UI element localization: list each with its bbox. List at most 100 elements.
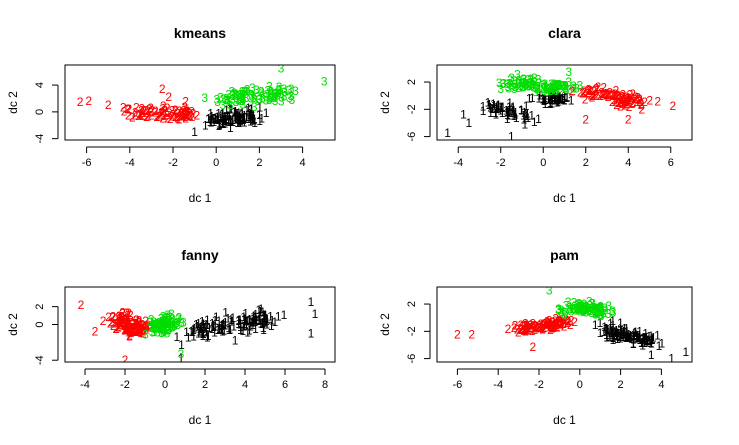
data-point-cluster-3: 3 — [553, 78, 560, 92]
data-point-cluster-3: 3 — [164, 327, 171, 341]
data-point-cluster-1: 1 — [308, 295, 315, 309]
data-point-cluster-1: 1 — [219, 107, 226, 121]
data-point-cluster-1: 1 — [261, 311, 268, 325]
data-point-cluster-3: 3 — [609, 304, 616, 318]
data-point-cluster-2: 2 — [119, 311, 126, 325]
data-point-cluster-2: 2 — [586, 83, 593, 97]
data-point-cluster-1: 1 — [618, 323, 625, 337]
data-point-cluster-2: 2 — [186, 106, 193, 120]
data-point-cluster-1: 1 — [627, 328, 634, 342]
data-point-cluster-3: 3 — [164, 317, 171, 331]
data-point-cluster-2: 2 — [525, 321, 532, 335]
data-point-cluster-3: 3 — [565, 295, 572, 309]
data-point-cluster-1: 1 — [641, 333, 648, 347]
data-point-cluster-3: 3 — [592, 305, 599, 319]
data-point-cluster-2: 2 — [162, 103, 169, 117]
data-point-cluster-2: 2 — [125, 321, 132, 335]
data-point-cluster-1: 1 — [226, 109, 233, 123]
data-point-cluster-2: 2 — [540, 318, 547, 332]
data-point-cluster-1: 1 — [223, 103, 230, 117]
data-point-cluster-1: 1 — [504, 105, 511, 119]
data-point-cluster-1: 1 — [199, 326, 206, 340]
data-point-cluster-3: 3 — [596, 305, 603, 319]
data-point-cluster-2: 2 — [138, 321, 145, 335]
data-point-cluster-3: 3 — [256, 93, 263, 107]
data-point-cluster-3: 3 — [266, 79, 273, 93]
data-point-cluster-3: 3 — [235, 93, 242, 107]
data-point-cluster-2: 2 — [128, 326, 135, 340]
data-point-cluster-2: 2 — [521, 319, 528, 333]
data-point-cluster-2: 2 — [115, 315, 122, 329]
data-point-cluster-2: 2 — [159, 112, 166, 126]
data-point-cluster-1: 1 — [633, 328, 640, 342]
data-point-cluster-3: 3 — [170, 316, 177, 330]
data-point-cluster-3: 3 — [550, 82, 557, 96]
data-point-cluster-2: 2 — [130, 325, 137, 339]
data-point-cluster-2: 2 — [105, 98, 112, 112]
data-point-cluster-3: 3 — [272, 94, 279, 108]
data-point-cluster-1: 1 — [246, 112, 253, 126]
data-point-cluster-3: 3 — [286, 91, 293, 105]
x-tick-label: 0 — [162, 379, 168, 391]
data-point-cluster-1: 1 — [492, 106, 499, 120]
data-point-cluster-2: 2 — [121, 319, 128, 333]
data-point-cluster-2: 2 — [536, 320, 543, 334]
data-point-cluster-2: 2 — [145, 109, 152, 123]
data-point-cluster-1: 1 — [511, 107, 518, 121]
data-point-cluster-1: 1 — [235, 313, 242, 327]
data-point-cluster-2: 2 — [563, 313, 570, 327]
data-point-cluster-2: 2 — [137, 107, 144, 121]
data-point-cluster-2: 2 — [603, 88, 610, 102]
data-point-cluster-1: 1 — [237, 114, 244, 128]
data-point-cluster-2: 2 — [559, 317, 566, 331]
data-point-cluster-1: 1 — [487, 106, 494, 120]
data-point-cluster-3: 3 — [581, 297, 588, 311]
data-point-cluster-3: 3 — [578, 301, 585, 315]
data-point-cluster-2: 2 — [556, 314, 563, 328]
data-point-cluster-1: 1 — [228, 313, 235, 327]
data-point-cluster-3: 3 — [158, 317, 165, 331]
data-point-cluster-1: 1 — [237, 323, 244, 337]
data-point-cluster-2: 2 — [522, 323, 529, 337]
plot-frame — [436, 64, 693, 141]
data-point-cluster-2: 2 — [182, 108, 189, 122]
data-point-cluster-3: 3 — [568, 304, 575, 318]
data-point-cluster-1: 1 — [620, 330, 627, 344]
data-point-cluster-1: 1 — [194, 319, 201, 333]
data-point-cluster-1: 1 — [640, 330, 647, 344]
data-point-cluster-1: 1 — [525, 111, 532, 125]
data-point-cluster-1: 1 — [196, 324, 203, 338]
data-point-cluster-3: 3 — [552, 79, 559, 93]
data-point-cluster-2: 2 — [552, 314, 559, 328]
data-point-cluster-2: 2 — [125, 306, 132, 320]
data-point-cluster-2: 2 — [614, 89, 621, 103]
data-point-cluster-1: 1 — [604, 323, 611, 337]
data-point-cluster-1: 1 — [630, 328, 637, 342]
data-point-cluster-2: 2 — [123, 322, 130, 336]
data-point-cluster-2: 2 — [128, 321, 135, 335]
data-point-cluster-2: 2 — [619, 97, 626, 111]
x-tick-label: 2 — [583, 157, 589, 169]
data-point-cluster-2: 2 — [617, 100, 624, 114]
data-point-cluster-3: 3 — [238, 89, 245, 103]
data-point-cluster-3: 3 — [225, 94, 232, 108]
data-point-cluster-1: 1 — [264, 312, 271, 326]
data-point-cluster-3: 3 — [276, 80, 283, 94]
data-point-cluster-3: 3 — [281, 90, 288, 104]
data-point-cluster-3: 3 — [528, 72, 535, 86]
data-point-cluster-3: 3 — [156, 321, 163, 335]
data-point-cluster-3: 3 — [522, 77, 529, 91]
data-point-cluster-1: 1 — [251, 314, 258, 328]
data-point-cluster-2: 2 — [629, 96, 636, 110]
data-point-cluster-2: 2 — [164, 101, 171, 115]
data-point-cluster-2: 2 — [135, 109, 142, 123]
data-point-cluster-2: 2 — [522, 323, 529, 337]
data-point-cluster-3: 3 — [574, 302, 581, 316]
data-point-cluster-2: 2 — [100, 314, 107, 328]
data-point-cluster-1: 1 — [609, 330, 616, 344]
data-point-cluster-3: 3 — [526, 79, 533, 93]
y-tick-label: -6 — [406, 354, 418, 364]
data-point-cluster-2: 2 — [586, 84, 593, 98]
data-point-cluster-3: 3 — [233, 95, 240, 109]
data-point-cluster-3: 3 — [170, 320, 177, 334]
